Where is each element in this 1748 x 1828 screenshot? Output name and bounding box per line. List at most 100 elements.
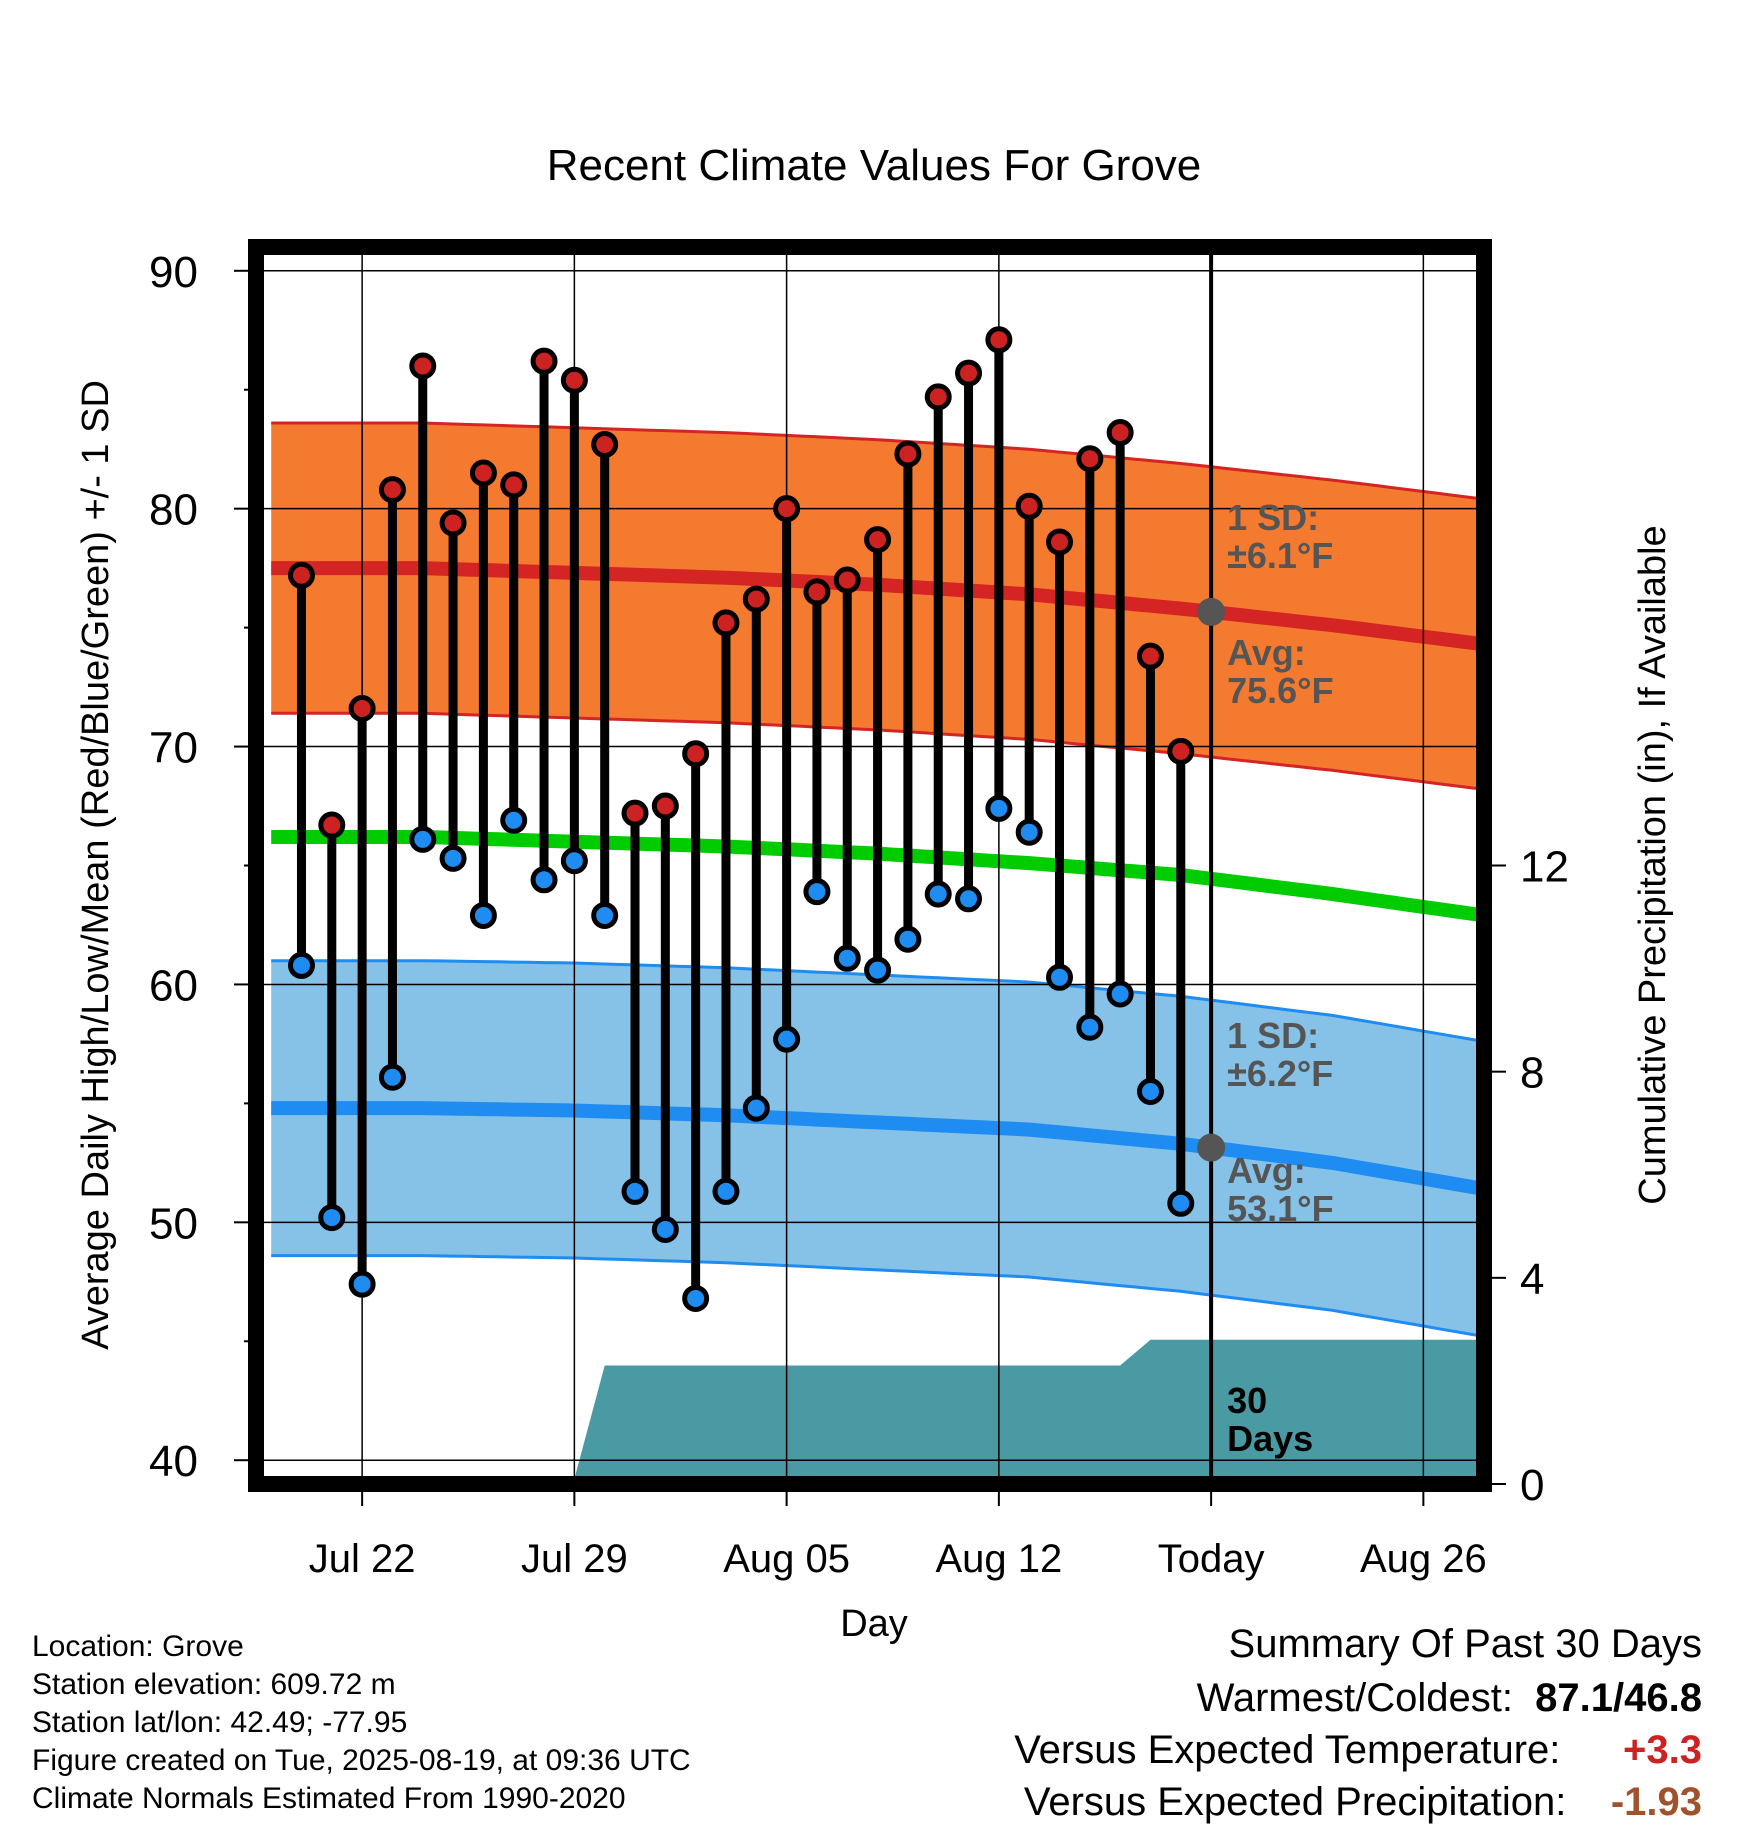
high-avg-annotation: Avg: 75.6°F [1227, 632, 1333, 711]
daily-low-point [287, 951, 315, 979]
daily-low-point [591, 901, 619, 929]
daily-high-point [1076, 445, 1104, 473]
daily-low-point [621, 1177, 649, 1205]
daily-low-point [833, 944, 861, 972]
daily-low-point [560, 847, 588, 875]
daily-low-point [500, 806, 528, 834]
y2-tick-label: 12 [1520, 843, 1569, 892]
station-info: Location: Grove Station elevation: 609.7… [32, 1628, 691, 1818]
location-text: Location: Grove [32, 1630, 244, 1663]
y-axis-label: Average Daily High/Low/Mean (Red/Blue/Gr… [75, 380, 117, 1350]
y2-tick-label: 4 [1520, 1255, 1544, 1304]
daily-low-point [378, 1063, 406, 1091]
daily-high-point [1015, 492, 1043, 520]
low-avg-annotation: Avg: 53.1°F [1227, 1150, 1333, 1229]
daily-low-point [348, 1270, 376, 1298]
daily-high-point [682, 740, 710, 768]
daily-high-point [439, 509, 467, 537]
daily-high-point [318, 811, 346, 839]
daily-low-point [651, 1215, 679, 1243]
daily-low-point [1106, 980, 1134, 1008]
y-tick-label: 60 [149, 961, 198, 1010]
precip-label: Versus Expected Precipitation: [1023, 1780, 1567, 1824]
daily-high-point [773, 495, 801, 523]
precip-value: -1.93 [1610, 1780, 1702, 1824]
today-low-avg-marker [1197, 1133, 1226, 1162]
daily-high-point [803, 578, 831, 606]
daily-high-point [287, 561, 315, 589]
daily-low-point [985, 794, 1013, 822]
daily-high-point [469, 459, 497, 487]
latlon-text: Station lat/lon: 42.49; -77.95 [32, 1706, 408, 1739]
warm-cold-value: 87.1/46.8 [1535, 1676, 1702, 1720]
y-tick-label: 40 [149, 1437, 198, 1486]
daily-high-point [712, 609, 740, 637]
summary-warm-cold: Warmest/Coldest: 87.1/46.8 [1197, 1676, 1702, 1721]
chart-title: Recent Climate Values For Grove [547, 141, 1202, 190]
daily-low-point [1136, 1077, 1164, 1105]
low-sd-annotation: 1 SD: ±6.2°F [1227, 1015, 1333, 1094]
daily-low-point [530, 866, 558, 894]
daily-low-point [742, 1094, 770, 1122]
y2-tick-label: 8 [1520, 1049, 1544, 1098]
daily-high-point [985, 326, 1013, 354]
daily-low-point [1046, 963, 1074, 991]
x-tick-label: Aug 12 [935, 1537, 1062, 1581]
low-sd-lower-edge [271, 1254, 1484, 1338]
daily-high-point [591, 430, 619, 458]
daily-low-point [1076, 1013, 1104, 1041]
daily-high-point [1167, 737, 1195, 765]
elevation-text: Station elevation: 609.72 m [32, 1668, 396, 1701]
normals-text: Climate Normals Estimated From 1990-2020 [32, 1782, 626, 1815]
daily-high-point [924, 383, 952, 411]
daily-low-point [894, 925, 922, 953]
daily-low-point [864, 956, 892, 984]
daily-high-point [500, 471, 528, 499]
daily-low-point [803, 878, 831, 906]
daily-low-point [773, 1025, 801, 1053]
daily-high-point [742, 585, 770, 613]
x-tick-label: Aug 26 [1360, 1537, 1487, 1581]
normal-low-line [271, 1101, 1484, 1196]
y-tick-label: 80 [149, 486, 198, 535]
daily-high-point [651, 792, 679, 820]
daily-high-point [955, 359, 983, 387]
temp-value: +3.3 [1623, 1728, 1702, 1772]
y-tick-label: 90 [149, 248, 198, 297]
summary-precip: Versus Expected Precipitation: -1.93 [1024, 1780, 1702, 1825]
daily-low-point [439, 844, 467, 872]
daily-high-point [1136, 642, 1164, 670]
daily-high-point [621, 799, 649, 827]
daily-high-point [348, 694, 376, 722]
precip-annotation: 30 Days [1227, 1380, 1313, 1459]
axes: 40 50 60 70 80 90 0 4 8 12 Jul 22 Jul 29 Aug 05 Aug 1… [149, 248, 1569, 1581]
data-marks: 1 SD: ±6.1°F Avg: 75.6°F 1 SD: ±6.2°F Avg: 53.1… [287, 247, 1334, 1484]
high-sd-annotation: 1 SD: ±6.1°F [1227, 497, 1333, 576]
y2-axis-label: Cumulative Precipitation (in), If Availa… [1632, 525, 1674, 1204]
warm-cold-label: Warmest/Coldest: [1196, 1676, 1513, 1720]
daily-high-point [864, 526, 892, 554]
daily-high-point [833, 566, 861, 594]
daily-high-point [378, 476, 406, 504]
daily-low-point [1167, 1189, 1195, 1217]
summary-title: Summary Of Past 30 Days [1228, 1622, 1702, 1666]
y-tick-label: 50 [149, 1199, 198, 1248]
temp-label: Versus Expected Temperature: [1014, 1728, 1561, 1772]
x-axis-label: Day [840, 1603, 908, 1645]
y2-tick-label: 0 [1520, 1461, 1544, 1510]
x-tick-label: Today [1158, 1537, 1265, 1581]
plot-frame [248, 239, 1492, 1492]
daily-low-point [318, 1204, 346, 1232]
daily-high-point [409, 352, 437, 380]
x-tick-label: Jul 29 [521, 1537, 628, 1581]
daily-high-point [1046, 528, 1074, 556]
daily-high-point [530, 347, 558, 375]
created-text: Figure created on Tue, 2025-08-19, at 09… [32, 1744, 691, 1777]
daily-high-point [894, 440, 922, 468]
daily-high-point [1106, 419, 1134, 447]
daily-low-point [924, 880, 952, 908]
daily-low-point [712, 1177, 740, 1205]
daily-low-point [469, 901, 497, 929]
daily-low-point [409, 825, 437, 853]
